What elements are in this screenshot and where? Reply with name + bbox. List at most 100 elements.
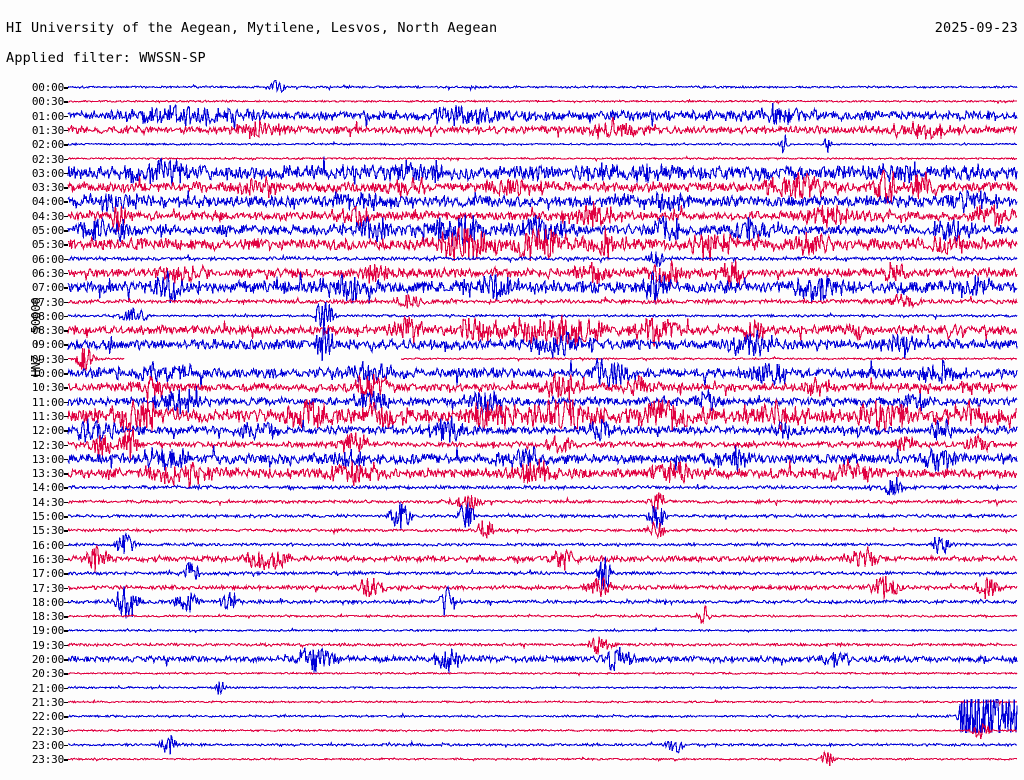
axis-tick-mark [64, 87, 68, 89]
axis-tick-mark [64, 373, 68, 375]
seismic-trace [67, 636, 1018, 655]
seismic-trace [67, 327, 1018, 361]
seismic-trace [67, 226, 1018, 261]
time-tick-label: 10:00 [31, 367, 64, 380]
time-tick-label: 20:00 [31, 653, 64, 666]
seismic-trace [67, 170, 1018, 204]
seismic-trace [67, 399, 1018, 433]
axis-tick-mark [64, 201, 68, 203]
axis-tick-mark [64, 473, 68, 475]
time-tick-label: 21:30 [31, 695, 64, 709]
axis-tick-mark [64, 716, 68, 718]
time-tick-label: 12:00 [31, 424, 64, 438]
axis-tick-mark [64, 759, 68, 761]
time-tick-label: 06:30 [31, 266, 64, 280]
time-tick-label: 22:00 [31, 710, 64, 724]
seismic-trace [67, 520, 1018, 540]
axis-tick-mark [64, 730, 68, 732]
time-tick-label: 17:30 [31, 581, 64, 595]
axis-tick-mark [64, 387, 68, 389]
axis-tick-mark [64, 344, 68, 346]
seismic-trace [67, 358, 1018, 390]
time-tick-label: 19:00 [31, 624, 64, 638]
seismic-trace [67, 556, 1018, 590]
seismic-trace [67, 116, 1018, 140]
axis-tick-mark [64, 701, 68, 704]
time-tick-label: 03:00 [31, 166, 64, 180]
time-tick-label: 21:00 [31, 681, 64, 695]
seismic-trace [67, 155, 1018, 163]
seismic-trace [67, 585, 1018, 619]
axis-tick-mark [64, 115, 68, 118]
axis-tick-mark [64, 673, 68, 675]
axis-tick-mark [64, 272, 68, 275]
seismic-trace [67, 476, 1018, 496]
time-tick-label: 17:00 [31, 567, 64, 581]
axis-tick-mark [64, 444, 68, 446]
axis-tick-mark [64, 401, 68, 404]
seismic-trace [67, 214, 1018, 247]
seismic-trace [67, 502, 1018, 531]
axis-tick-mark [64, 244, 68, 246]
axis-tick-mark [64, 573, 68, 575]
axis-tick-mark [64, 144, 68, 146]
axis-tick-mark [64, 544, 68, 547]
time-tick-label: 15:00 [31, 510, 64, 523]
seismic-trace [67, 302, 1018, 333]
time-tick-label: 06:00 [31, 252, 64, 266]
seismic-trace [68, 347, 1018, 372]
axis-tick-mark [64, 644, 68, 647]
axis-tick-mark [64, 258, 68, 261]
seismic-trace [67, 575, 1018, 600]
record-date: 2025-09-23 [934, 20, 1018, 36]
seismic-trace [67, 699, 1018, 734]
axis-tick-mark [64, 172, 68, 175]
seismic-trace [67, 80, 1018, 93]
seismic-trace [67, 544, 1018, 573]
time-tick-label: 23:00 [31, 738, 64, 752]
seismic-trace [67, 102, 1018, 129]
seismic-trace [67, 681, 1018, 696]
axis-tick-mark [64, 501, 68, 504]
time-tick-label: 01:00 [31, 109, 64, 123]
seismic-trace [67, 605, 1018, 625]
axis-tick-mark [64, 129, 68, 132]
axis-tick-mark [64, 601, 68, 604]
axis-tick-mark [64, 287, 68, 289]
seismic-trace [67, 698, 1018, 706]
time-tick-label: 04:30 [31, 209, 64, 223]
time-tick-label: 04:00 [31, 195, 64, 209]
axis-tick-mark [64, 616, 68, 618]
time-tick-label: 02:00 [31, 138, 64, 152]
seismic-trace [67, 735, 1018, 755]
time-tick-label: 12:30 [31, 438, 64, 452]
time-tick-label: 05:00 [31, 224, 64, 237]
time-tick-label: 15:30 [31, 524, 64, 538]
time-tick-label: 13:00 [31, 452, 64, 466]
axis-tick-mark [64, 301, 68, 303]
applied-filter-label: Applied filter: WWSSN-SP [6, 50, 206, 66]
axis-tick-mark [64, 587, 68, 589]
axis-tick-mark [64, 315, 68, 318]
time-tick-label: 07:30 [31, 295, 64, 309]
seismic-trace [67, 750, 1018, 767]
seismic-trace [67, 156, 1018, 186]
axis-tick-mark [64, 187, 68, 189]
seismic-trace [67, 427, 1018, 461]
time-tick-label: 08:00 [31, 309, 64, 323]
seismic-trace [67, 251, 1018, 268]
time-tick-label: 13:30 [31, 467, 64, 481]
axis-tick-mark [64, 630, 68, 632]
seismic-trace [67, 722, 1018, 740]
seismic-trace [67, 458, 1018, 490]
axis-tick-mark [64, 358, 68, 361]
seismic-trace [67, 416, 1018, 443]
axis-tick-mark [64, 687, 68, 690]
seismic-trace [67, 200, 1018, 233]
time-tick-label: 14:30 [31, 495, 64, 509]
seismic-trace [67, 627, 1018, 634]
time-tick-label: 22:30 [31, 724, 64, 738]
